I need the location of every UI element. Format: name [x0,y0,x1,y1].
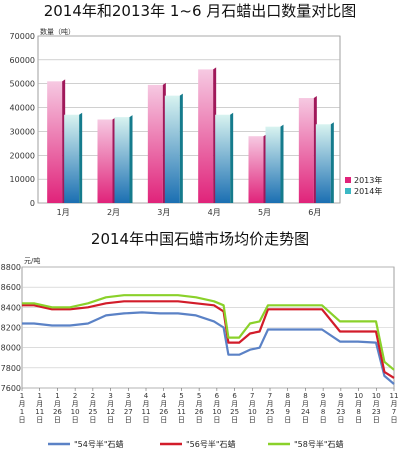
bar-y-axis-label: 数量（吨） [40,27,75,36]
bar-legend-label: 2014年 [354,186,382,196]
bar-x-tick-label: 5月 [258,208,271,217]
bar-y-tick-label: 20000 [10,151,35,160]
bar-legend-swatch [345,188,351,194]
bar-2013 [298,98,314,203]
bar-2014 [164,95,180,203]
bar-y-tick-label: 60000 [10,56,35,65]
bar-2014 [64,114,80,203]
bar-legend-label: 2013年 [354,175,382,185]
bar-2013 [248,136,264,203]
line-chart-title: 2014年中国石蜡市场均价走势图 [90,230,310,248]
line-legend-label: "54号半"石蜡 [74,439,124,449]
line-y-tick-label: 8400 [1,303,21,312]
price-line-series-2 [22,294,395,371]
line-chart: 元/吨 7600 7800 8000 8200 8400 8600 8800 1 月 1 日 1 月 11 日… [1,256,399,449]
bar-legend-swatch [345,177,351,183]
line-y-tick-label: 8200 [1,324,21,333]
bar-2014 [215,114,231,203]
bar-x-tick-label: 2月 [107,208,120,217]
bar-side [179,93,183,203]
bar-2013 [147,84,163,203]
line-x-tick-label: 1 月 11 日 [35,392,44,424]
bar-2013 [47,81,63,203]
bar-side [280,124,284,203]
line-y-tick-label: 8000 [1,344,21,353]
line-x-tick-label: 7 月 25 日 [266,392,275,424]
bar-x-tick-label: 3月 [157,208,170,217]
bar-y-tick-label: 30000 [10,127,35,136]
line-x-tick-label: 8 月 24 日 [301,392,310,424]
bar-chart-title: 2014年和2013年 1~6 月石蜡出口数量对比图 [43,2,357,20]
line-x-tick-label: 2 月 10 日 [71,392,80,424]
line-x-tick-label: 7 月 10 日 [248,392,257,424]
bar-y-tick-label: 10000 [10,175,35,184]
bar-y-tick-label: 0 [30,199,35,208]
bar-side [330,122,334,203]
line-y-tick-label: 7800 [1,364,21,373]
line-x-tick-label: 3 月 27 日 [124,392,133,424]
bar-2014 [114,117,130,203]
bar-side [79,112,83,203]
line-x-tick-label: 2 月 25 日 [88,392,97,424]
line-y-tick-label: 8800 [1,263,21,272]
line-y-axis-label: 元/吨 [24,256,40,265]
line-x-tick-label: 6 月 10 日 [212,392,221,424]
line-legend-label: "58号半"石蜡 [294,439,344,449]
bar-2013 [97,119,113,203]
line-x-tick-label: 1 月 26 日 [53,392,62,424]
bar-y-tick-label: 50000 [10,80,35,89]
bar-y-tick-label: 40000 [10,104,35,113]
line-x-tick-label: 5 月 11 日 [177,392,186,424]
line-y-tick-label: 7600 [1,384,21,393]
line-legend-label: "56号半"石蜡 [186,439,236,449]
bar-x-tick-label: 1月 [57,208,70,217]
bar-side [129,115,133,203]
bar-2014 [265,126,281,203]
line-x-tick-label: 4 月 26 日 [159,392,168,424]
price-line-series-0 [22,311,395,385]
bar-chart: 0 10000 20000 30000 40000 50000 60000 70000 数量（吨… [10,27,383,217]
line-x-tick-label: 3 月 12 日 [106,392,115,424]
line-x-tick-label: 11 月 7 日 [390,392,399,424]
line-x-tick-label: 6 月 25 日 [230,392,239,424]
bar-2013 [198,69,214,204]
bar-y-tick-label: 70000 [10,32,35,41]
line-x-tick-label: 10 月 8 日 [354,392,363,424]
bar-x-tick-label: 6月 [308,208,321,217]
bar-plot-area [37,35,341,204]
bar-side [230,112,234,203]
line-x-tick-label: 9 月 23 日 [336,392,345,424]
bar-x-tick-label: 4月 [208,208,221,217]
line-y-tick-label: 8600 [1,283,21,292]
bar-2014 [315,124,331,203]
line-x-tick-label: 5 月 26 日 [195,392,204,424]
line-x-tick-label: 10 月 23 日 [372,392,381,424]
line-x-tick-label: 4 月 11 日 [142,392,151,424]
